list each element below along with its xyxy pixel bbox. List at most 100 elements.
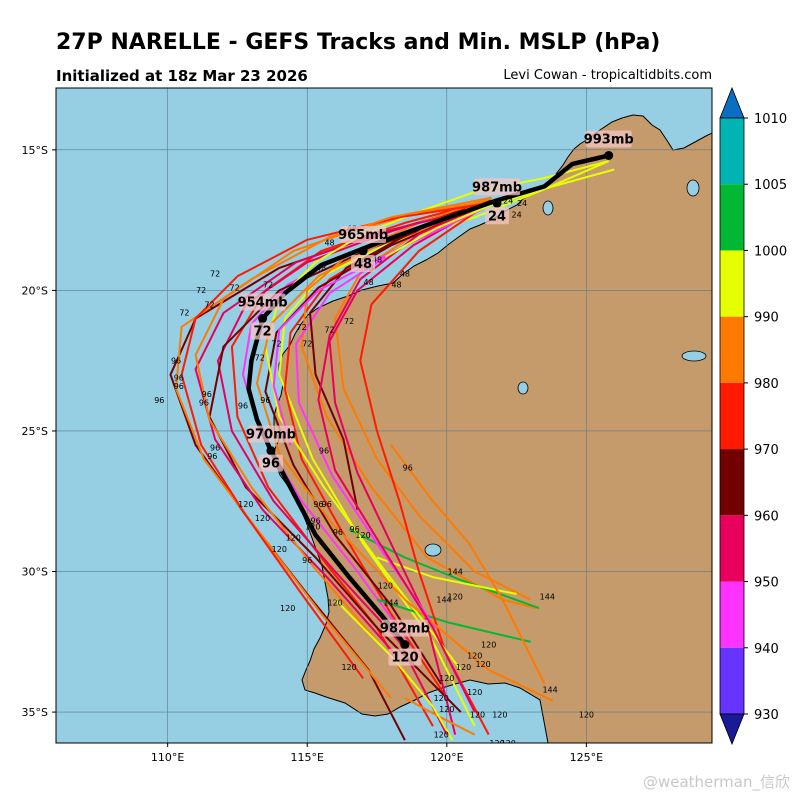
- track-position-dot: [358, 246, 368, 256]
- forecast-hour-label: 72: [297, 323, 307, 332]
- credit-label: Levi Cowan - tropicaltidbits.com: [503, 68, 712, 83]
- min-pressure-label: 982mb: [380, 622, 430, 637]
- lake: [424, 543, 442, 557]
- track-position-dot: [266, 446, 276, 456]
- hour-label-box: [250, 322, 275, 340]
- forecast-hour-label: 96: [313, 500, 323, 509]
- forecast-hour-label: 120: [434, 694, 449, 703]
- forecast-hour-label: 120: [470, 711, 485, 720]
- australia-landmass: [273, 114, 712, 743]
- lat-tick-label: 25°S: [22, 425, 48, 438]
- forecast-hour-main-label: 48: [354, 257, 372, 272]
- colorbar-tick-label: 940: [754, 642, 779, 657]
- pressure-label-box: [340, 226, 387, 244]
- lat-tick-label: 15°S: [22, 144, 48, 157]
- colorbar-segment: [720, 118, 744, 185]
- forecast-hour-label: 120: [355, 531, 370, 540]
- forecast-hour-label: 96: [202, 390, 212, 399]
- forecast-hour-label: 120: [328, 598, 343, 607]
- track-position-dot: [400, 640, 410, 650]
- track-position-dot: [492, 198, 502, 208]
- page-title: 27P NARELLE - GEFS Tracks and Min. MSLP …: [56, 30, 661, 55]
- forecast-hour-label: 72: [210, 269, 220, 278]
- forecast-hour-label: 96: [333, 528, 343, 537]
- forecast-hour-label: 48: [324, 238, 334, 247]
- ensemble-mean-track: [246, 153, 611, 647]
- ensemble-member-track: [175, 199, 492, 699]
- forecast-hour-label: 120: [280, 604, 295, 613]
- track-position-dot: [258, 314, 268, 324]
- forecast-hour-label: 144: [448, 567, 463, 576]
- colorbar-extend-top: [719, 86, 745, 119]
- forecast-hour-label: 72: [263, 281, 273, 290]
- forecast-hour-label: 96: [403, 463, 413, 472]
- colorbar-segment: [720, 382, 744, 450]
- forecast-hour-label: 72: [324, 326, 334, 335]
- forecast-hour-label: 48: [364, 278, 374, 287]
- ensemble-member-track: [390, 444, 546, 685]
- colorbar-tick-label: 970: [754, 443, 779, 458]
- forecast-hour-label: 72: [271, 340, 281, 349]
- forecast-hour-label: 96: [238, 401, 248, 410]
- forecast-hour-label: 120: [341, 663, 356, 672]
- colorbar-tick-label: 1005: [754, 178, 787, 193]
- map-frame: [55, 87, 713, 744]
- lon-tick-label: 110°E: [151, 751, 184, 764]
- init-time-label: Initialized at 18z Mar 23 2026: [56, 67, 308, 85]
- axis-ticks: 110°E 115°E 120°E 125°E 15°S 20°S 25°S 30°S 35°S: [22, 144, 604, 764]
- min-pressure-label: 987mb: [472, 180, 522, 195]
- pressure-label-box: [585, 130, 632, 148]
- lon-tick-label: 125°E: [570, 751, 603, 764]
- forecast-hour-label: 144: [383, 598, 398, 607]
- forecast-hour-label: 72: [204, 300, 214, 309]
- forecast-hour-label: 96: [302, 556, 312, 565]
- forecast-hour-main-label: 120: [391, 651, 418, 666]
- min-pressure-label: 954mb: [238, 296, 288, 311]
- colorbar-segment: [720, 581, 744, 648]
- forecast-hour-label: 48: [391, 281, 401, 290]
- forecast-hour-label: 96: [210, 444, 220, 453]
- forecast-hour-label: 120: [286, 534, 301, 543]
- lake: [681, 350, 707, 362]
- colorbar-tick-label: 930: [754, 708, 779, 723]
- hour-label-box: [485, 207, 510, 225]
- forecast-hour-label: 96: [311, 517, 321, 526]
- forecast-hour-label: 120: [467, 652, 482, 661]
- lat-tick-label: 35°S: [22, 706, 48, 719]
- colorbar-segment: [720, 250, 744, 317]
- ensemble-member-track: [376, 598, 531, 643]
- ensemble-member-track: [334, 598, 454, 741]
- forecast-hour-label: 120: [255, 514, 270, 523]
- forecast-hour-label: 120: [481, 640, 496, 649]
- colorbar-tick-label: 980: [754, 377, 779, 392]
- forecast-hour-label: 72: [179, 309, 189, 318]
- lon-tick-label: 120°E: [430, 751, 463, 764]
- colorbar-extend-bottom: [719, 713, 745, 746]
- colorbar-segment: [720, 647, 744, 714]
- forecast-hour-label: 120: [448, 593, 463, 602]
- ensemble-member-track: [404, 697, 476, 736]
- forecast-hour-label: 120: [238, 500, 253, 509]
- forecast-hour-label: 120: [439, 674, 454, 683]
- forecast-hour-label: 48: [400, 269, 410, 278]
- forecast-hour-label: 96: [174, 373, 184, 382]
- pressure-label-box: [247, 425, 294, 443]
- forecast-hour-label: 120: [378, 581, 393, 590]
- colorbar-segment: [720, 184, 744, 251]
- forecast-hour-label: 48: [316, 264, 326, 273]
- forecast-hour-label: 120: [489, 739, 504, 748]
- forecast-hour-label: 72: [196, 286, 206, 295]
- forecast-hour-label: 96: [174, 382, 184, 391]
- ensemble-member-track: [216, 199, 490, 736]
- ensemble-member-track: [334, 196, 532, 601]
- forecast-hour-label: 120: [467, 688, 482, 697]
- forecast-hour-label: 96: [260, 396, 270, 405]
- pressure-label-box: [474, 178, 521, 196]
- forecast-hour-main-label: 72: [254, 325, 272, 340]
- ensemble-member-track: [376, 556, 517, 595]
- forecast-hour-label: 96: [322, 500, 332, 509]
- forecast-hour-label: 72: [344, 317, 354, 326]
- min-pressure-label: 970mb: [246, 428, 296, 443]
- pressure-label-box: [381, 619, 428, 637]
- island: [542, 200, 554, 216]
